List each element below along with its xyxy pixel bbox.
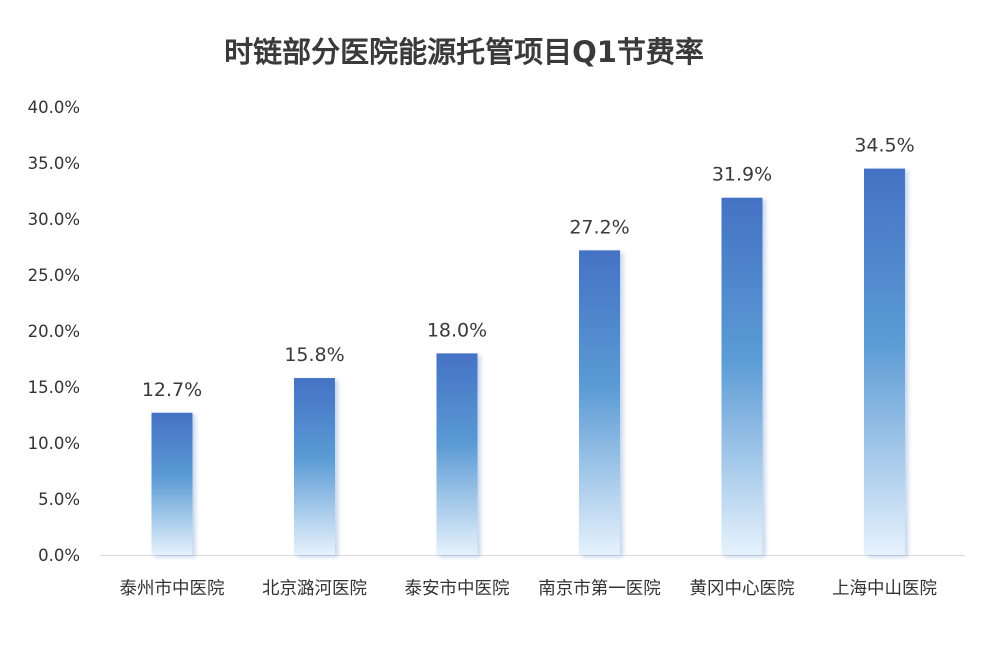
category-labels: 泰州市中医院 北京潞河医院 泰安市中医院 南京市第一医院 黄冈中心医院 上海中山医院 (120, 579, 938, 599)
bar (721, 197, 763, 555)
category-label: 上海中山医院 (832, 579, 937, 599)
data-label: 34.5% (854, 135, 914, 157)
category-label: 北京潞河医院 (262, 579, 367, 599)
y-axis-ticks: 0.0% 5.0% 10.0% 15.0% 20.0% 25.0% 30.0% 35.0% 40… (28, 98, 80, 565)
data-label: 15.8% (284, 344, 344, 366)
bars (151, 168, 905, 556)
data-label: 27.2% (569, 216, 629, 238)
bar (436, 353, 478, 555)
data-label: 12.7% (142, 379, 202, 401)
y-tick-label: 0.0% (38, 546, 80, 565)
y-tick-label: 15.0% (28, 378, 80, 397)
y-tick-label: 30.0% (28, 210, 80, 229)
category-label: 泰安市中医院 (405, 579, 510, 599)
y-tick-label: 40.0% (28, 98, 80, 117)
y-tick-label: 20.0% (28, 322, 80, 341)
bar (151, 412, 193, 555)
y-tick-label: 5.0% (38, 490, 80, 509)
data-labels: 12.7% 15.8% 18.0% 27.2% 31.9% 34.5% (142, 135, 915, 401)
category-label: 南京市第一医院 (538, 579, 661, 599)
bar (864, 168, 905, 555)
data-label: 18.0% (427, 319, 487, 341)
chart-title: 时链部分医院能源托管项目Q1节费率 (224, 35, 704, 69)
data-label: 31.9% (712, 164, 772, 186)
bar (579, 250, 620, 556)
y-tick-label: 10.0% (28, 434, 80, 453)
category-label: 泰州市中医院 (120, 579, 225, 599)
y-tick-label: 35.0% (28, 154, 80, 173)
bar (294, 378, 335, 555)
category-label: 黄冈中心医院 (690, 579, 795, 599)
y-tick-label: 25.0% (28, 266, 80, 285)
